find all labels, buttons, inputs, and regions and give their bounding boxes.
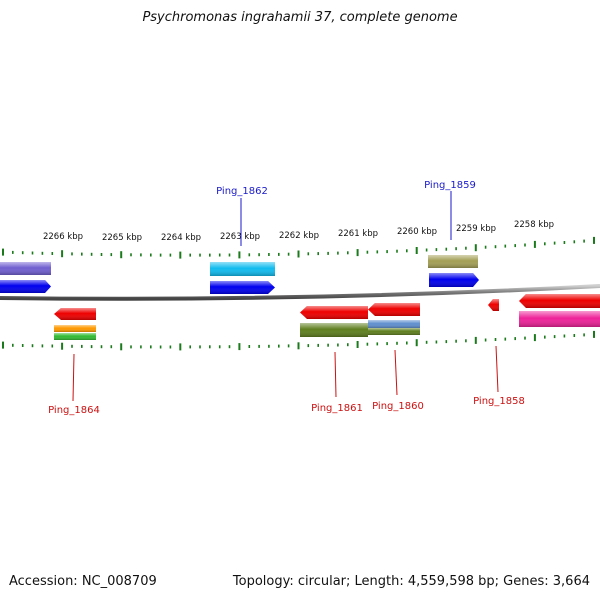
gene-feature[interactable] [54, 308, 96, 320]
reverse-strand-genes [54, 294, 600, 340]
scale-label: 2263 kbp [220, 232, 260, 242]
gene-feature[interactable] [54, 325, 96, 332]
genome-backbone [0, 284, 600, 301]
gene-feature[interactable] [54, 333, 96, 340]
gene-label-ping-1862[interactable]: Ping_1862 [216, 186, 268, 197]
gene-feature[interactable] [429, 273, 479, 287]
gene-label-ping-1859[interactable]: Ping_1859 [424, 180, 476, 191]
scale-label: 2265 kbp [102, 233, 142, 243]
scale-label: 2258 kbp [514, 220, 554, 230]
scale-label: 2261 kbp [338, 229, 378, 239]
gene-feature[interactable] [488, 299, 499, 311]
gene-feature[interactable] [519, 294, 600, 308]
forward-strand-genes [0, 255, 479, 294]
gene-feature[interactable] [368, 320, 420, 328]
leader-line [394, 349, 398, 396]
topology-summary: Topology: circular; Length: 4,559,598 bp… [232, 574, 590, 589]
scale-ticks-top [2, 236, 595, 259]
scale-label: 2264 kbp [161, 233, 201, 243]
gene-feature[interactable] [368, 328, 420, 335]
gene-feature[interactable] [210, 262, 275, 276]
gene-label-ping-1861[interactable]: Ping_1861 [311, 403, 363, 414]
gene-feature[interactable] [210, 281, 275, 294]
scale-label: 2266 kbp [43, 232, 83, 242]
leader-line [72, 353, 75, 402]
label-leader-lines [72, 191, 499, 402]
gene-feature[interactable] [0, 280, 51, 293]
accession-text: Accession: NC_008709 [9, 574, 157, 589]
map-title: Psychromonas ingrahamii 37, complete gen… [142, 10, 458, 25]
gene-labels: Ping_1862 Ping_1859 Ping_1864 Ping_1861 … [48, 180, 525, 416]
gene-label-ping-1860[interactable]: Ping_1860 [372, 401, 424, 412]
scale-label: 2259 kbp [456, 224, 496, 234]
scale-labels: 2266 kbp 2265 kbp 2264 kbp 2263 kbp 2262… [43, 220, 554, 243]
gene-feature[interactable] [368, 303, 420, 316]
gene-feature[interactable] [300, 323, 368, 337]
leader-line [495, 345, 499, 393]
gene-feature[interactable] [428, 255, 478, 268]
gene-feature[interactable] [300, 306, 368, 319]
gene-label-ping-1864[interactable]: Ping_1864 [48, 405, 100, 416]
scale-ticks-bottom [2, 330, 595, 351]
gene-label-ping-1858[interactable]: Ping_1858 [473, 396, 525, 407]
scale-label: 2260 kbp [397, 227, 437, 237]
gene-feature[interactable] [0, 262, 51, 275]
scale-label: 2262 kbp [279, 231, 319, 241]
leader-line [334, 351, 337, 398]
gene-feature[interactable] [519, 311, 600, 327]
